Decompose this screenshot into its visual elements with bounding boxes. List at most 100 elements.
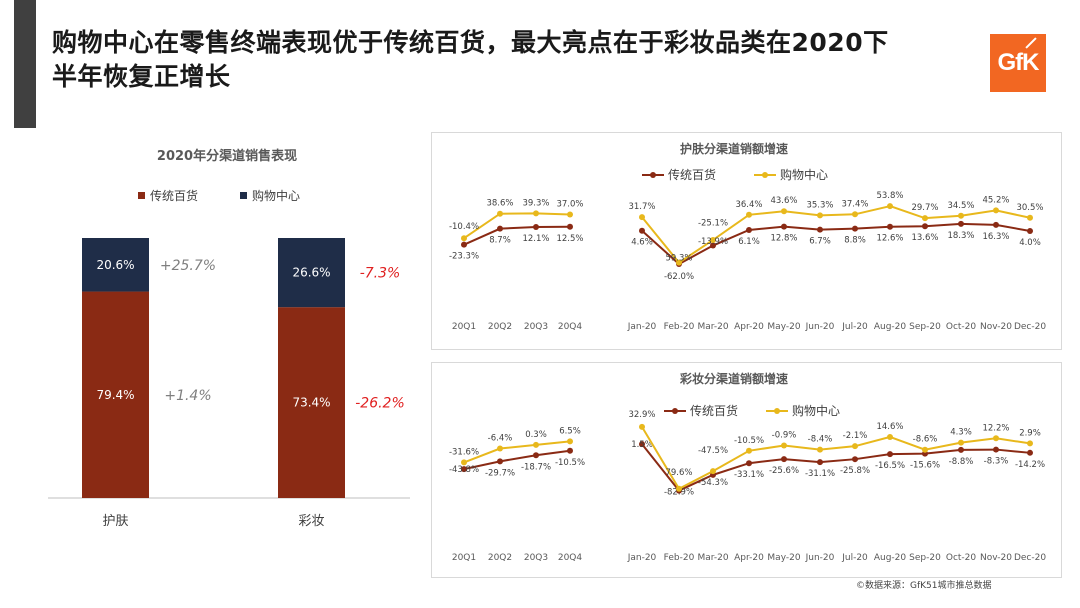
data-label: 29.7% [911,203,938,213]
legend-swatch [138,192,145,199]
data-point [887,223,893,230]
data-label: -31.1% [805,469,835,479]
data-point [922,446,928,453]
chart-title: 护肤分渠道销额增速 [680,141,788,156]
x-tick-label: Oct-20 [946,322,977,332]
legend-label: 传统百货 [150,188,198,203]
data-label: 34.5% [947,201,974,211]
data-point [461,241,467,248]
growth-annotation: +25.7% [160,258,216,274]
data-point [781,442,787,449]
data-label: 8.8% [844,236,866,246]
x-tick-label: 20Q4 [558,553,583,563]
data-point [746,447,752,454]
data-point [887,433,893,440]
data-label: -25.1% [698,219,728,229]
data-point [817,446,823,453]
data-label: 12.2% [982,423,1009,433]
legend-label: 传统百货 [690,403,738,418]
data-label: 30.5% [1016,203,1043,213]
data-label: -8.8% [949,457,974,467]
series-line [641,426,1031,491]
x-tick-label: Aug-20 [874,322,907,332]
legend-marker [650,172,656,178]
x-tick-label: 20Q3 [524,553,548,563]
data-point [710,242,716,249]
data-point [922,215,928,222]
data-label: 8.7% [489,236,511,246]
x-tick-label: Feb-20 [664,553,695,563]
series-line [641,222,1031,266]
data-point [887,451,893,458]
data-label: 4.6% [631,238,653,248]
data-label: 43.6% [770,196,797,206]
data-label: 0.3% [525,430,547,440]
data-label: -29.7% [485,468,515,478]
x-tick-label: Dec-20 [1014,322,1046,332]
data-label: 16.3% [982,232,1009,242]
data-label: -23.3% [449,252,479,262]
data-label: 79.4% [96,388,134,402]
data-point [817,459,823,466]
data-label: 32.9% [628,410,655,420]
growth-annotation: +1.4% [164,388,211,404]
data-point [497,225,503,232]
x-tick-label: Jul-20 [841,322,868,332]
x-tick-label: May-20 [767,322,800,332]
legend-marker [672,408,678,414]
data-label: 59.3% [665,254,692,264]
data-point [993,446,999,453]
x-tick-label: Mar-20 [697,322,728,332]
data-point [1027,440,1033,447]
data-label: -33.1% [734,470,764,480]
data-label: 12.1% [522,234,549,244]
data-point [567,447,573,454]
data-point [533,210,539,217]
data-point [993,207,999,214]
data-label: -0.9% [772,430,797,440]
data-point [639,227,645,234]
growth-annotation: -7.3% [360,266,401,282]
data-label: -18.7% [521,462,551,472]
data-point [958,439,964,446]
x-tick-label: May-20 [767,553,800,563]
data-point [852,225,858,232]
data-point [993,221,999,228]
data-point [710,468,716,475]
data-point [639,214,645,221]
data-label: 36.4% [735,200,762,210]
chart-title: 2020年分渠道销售表现 [157,148,297,164]
data-point [1027,228,1033,234]
x-tick-label: Feb-20 [664,322,695,332]
series-line [641,205,1031,264]
data-label: -25.8% [840,466,870,476]
page-title: 购物中心在零售终端表现优于传统百货，最大亮点在于彩妆品类在2020下半年恢复正增… [52,28,889,91]
legend-swatch [240,192,247,199]
x-tick-label: Sep-20 [909,553,941,563]
x-tick-label: 20Q1 [452,322,476,332]
data-label: -43.8% [449,465,479,475]
data-label: -62.0% [664,272,694,282]
data-label: 13.6% [911,233,938,243]
bar-traditional [82,291,149,498]
x-tick-label: Jul-20 [841,553,868,563]
legend-label: 传统百货 [668,167,716,182]
data-point [887,203,893,210]
legend-marker [774,408,780,414]
series-line [463,449,571,471]
data-point [958,212,964,219]
data-point [497,210,503,217]
data-point [1027,214,1033,221]
data-label: -10.5% [734,436,764,446]
x-tick-label: 20Q4 [558,322,583,332]
data-label: -10.5% [555,458,585,468]
data-point [852,443,858,450]
chart-title: 彩妆分渠道销额增速 [679,371,788,386]
data-label: -47.5% [698,446,728,456]
data-label: 38.6% [486,199,513,209]
legend-label: 购物中心 [780,167,828,182]
data-label: 12.8% [770,234,797,244]
category-label: 彩妆 [298,514,324,529]
bar-mall [82,238,149,292]
